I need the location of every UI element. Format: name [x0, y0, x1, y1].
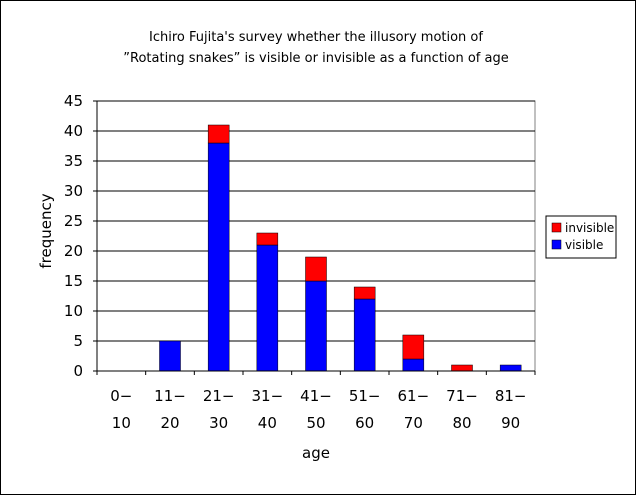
bars	[159, 124, 522, 372]
y-tick-label-5: 5	[73, 332, 83, 350]
x-tick-label-1-line2: 20	[160, 414, 179, 432]
bar-visible-6	[402, 358, 425, 372]
x-tick-label-1-line1: 11−	[154, 387, 186, 405]
y-tick-label-30: 30	[64, 182, 83, 200]
y-tick-label-10: 10	[64, 302, 83, 320]
bar-invisible-4	[305, 256, 327, 282]
x-tick-labels: 0− 10 11− 20 21− 30 31− 40 41− 50 51− 60 61− 70 71− 80 8…	[110, 387, 526, 432]
x-tick-label-3-line2: 40	[258, 414, 277, 432]
bar-visible-5	[353, 298, 376, 372]
y-tick-labels: 0 5 10 15 20 25 30 35 40 45	[64, 92, 83, 380]
bar-visible-3	[256, 244, 279, 372]
x-tick-label-2-line2: 30	[209, 414, 228, 432]
chart-title-line-1: Ichiro Fujita's survey whether the illus…	[149, 30, 483, 45]
x-tick-label-3-line1: 31−	[252, 387, 284, 405]
legend-label-visible: visible	[565, 238, 603, 252]
x-tick-label-7-line2: 80	[452, 414, 471, 432]
y-tick-label-15: 15	[64, 272, 83, 290]
bar-visible-4	[305, 280, 327, 372]
x-tick-label-5-line1: 51−	[349, 387, 381, 405]
y-tick-label-20: 20	[64, 242, 83, 260]
y-tick-label-25: 25	[64, 212, 83, 230]
y-tick-label-45: 45	[64, 92, 83, 110]
legend-label-invisible: invisible	[565, 221, 614, 235]
legend-swatch-invisible	[551, 222, 562, 233]
x-tick-label-8-line1: 81−	[495, 387, 527, 405]
x-tick-label-8-line2: 90	[501, 414, 520, 432]
x-tick-label-2-line1: 21−	[203, 387, 235, 405]
x-tick-label-0-line1: 0−	[110, 387, 132, 405]
legend: invisible visible	[545, 215, 617, 259]
axes	[93, 100, 536, 375]
x-axis-label: age	[302, 444, 330, 462]
bar-invisible-3	[256, 232, 279, 246]
y-tick-label-0: 0	[73, 362, 83, 380]
y-axis-label: frequency	[37, 193, 55, 268]
x-tick-label-0-line2: 10	[112, 414, 131, 432]
chart-title-line-2: ”Rotating snakes” is visible or invisibl…	[123, 51, 508, 66]
bar-visible-1	[159, 340, 181, 372]
bar-invisible-2	[207, 124, 230, 144]
legend-swatch-visible	[551, 239, 562, 250]
bar-invisible-6	[402, 334, 425, 360]
bar-visible-2	[207, 142, 230, 372]
y-tick-label-40: 40	[64, 122, 83, 140]
x-tick-label-5-line2: 60	[355, 414, 374, 432]
x-tick-label-4-line2: 50	[306, 414, 325, 432]
bar-invisible-5	[353, 286, 376, 300]
bar-invisible-7	[451, 364, 473, 372]
y-tick-label-35: 35	[64, 152, 83, 170]
x-tick-label-4-line1: 41−	[300, 387, 332, 405]
x-tick-label-7-line1: 71−	[446, 387, 478, 405]
bar-visible-8	[499, 364, 522, 372]
x-tick-label-6-line1: 61−	[398, 387, 430, 405]
x-tick-label-6-line2: 70	[404, 414, 423, 432]
